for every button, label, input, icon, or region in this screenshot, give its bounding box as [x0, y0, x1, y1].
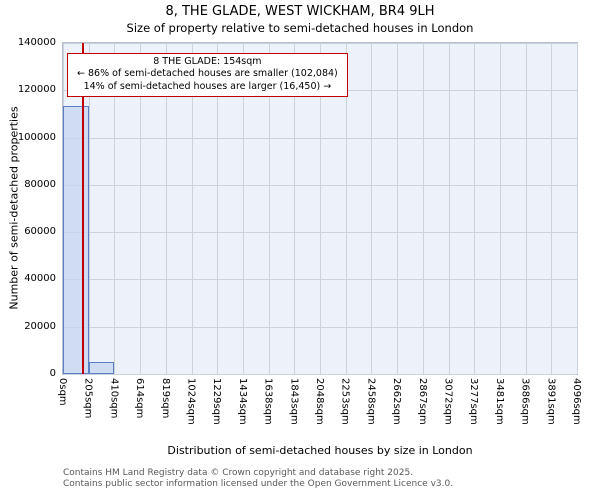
x-tick-label: 1229sqm — [211, 378, 223, 425]
y-tick-label: 60000 — [24, 226, 56, 238]
y-tick-label: 40000 — [24, 273, 56, 285]
x-tick-label: 1434sqm — [236, 378, 248, 425]
x-gridline — [371, 43, 373, 374]
plot-area: 8 THE GLADE: 154sqm ← 86% of semi-detach… — [62, 42, 578, 375]
x-tick-label: 2458sqm — [365, 378, 377, 425]
x-gridline — [525, 43, 527, 374]
y-tick-label: 100000 — [17, 131, 56, 143]
y-gridline — [63, 374, 577, 375]
footer-line-2: Contains public sector information licen… — [63, 479, 454, 489]
x-tick-label: 2048sqm — [314, 378, 325, 425]
bar — [88, 362, 115, 374]
annotation-line-2: ← 86% of semi-detached houses are smalle… — [77, 68, 338, 80]
x-tick-label: 819sqm — [159, 378, 171, 419]
x-gridline — [217, 43, 219, 374]
x-gridline — [345, 43, 347, 374]
x-tick-label: 410sqm — [108, 378, 120, 419]
x-tick-label: 3277sqm — [468, 378, 480, 425]
x-tick-label: 3686sqm — [519, 378, 531, 425]
x-gridline — [448, 43, 450, 374]
x-gridline — [268, 43, 270, 374]
x-tick-label: 205sqm — [82, 378, 94, 419]
x-gridline — [320, 43, 321, 374]
x-gridline — [422, 43, 424, 374]
x-tick-label: 3072sqm — [442, 378, 454, 425]
chart-title: 8, THE GLADE, WEST WICKHAM, BR4 9LH — [165, 4, 435, 19]
annotation-line-3: 14% of semi-detached houses are larger (… — [83, 80, 332, 92]
x-gridline — [242, 43, 244, 374]
x-axis-label: Distribution of semi-detached houses by … — [167, 444, 473, 457]
footer-line-1: Contains HM Land Registry data © Crown c… — [63, 468, 414, 478]
x-tick-label: 614sqm — [134, 378, 146, 419]
x-tick-label: 1638sqm — [262, 378, 274, 425]
x-gridline — [294, 43, 296, 374]
x-tick-label: 2867sqm — [416, 378, 428, 425]
x-gridline — [551, 43, 553, 374]
annotation-box: 8 THE GLADE: 154sqm ← 86% of semi-detach… — [67, 53, 348, 98]
x-gridline — [191, 43, 193, 374]
x-gridline — [577, 43, 578, 374]
x-tick-label: 2662sqm — [391, 378, 403, 425]
bar — [63, 105, 89, 374]
x-tick-label: 3891sqm — [545, 378, 557, 425]
x-gridline — [499, 43, 501, 374]
x-gridline — [140, 43, 142, 374]
x-tick-label: 3481sqm — [493, 378, 505, 425]
x-tick-label: 0sqm — [57, 378, 68, 406]
x-tick-label: 1024sqm — [185, 378, 197, 425]
y-tick-label: 0 — [49, 368, 56, 379]
x-gridline — [88, 43, 90, 374]
y-tick-label: 140000 — [17, 37, 56, 48]
x-gridline — [397, 43, 399, 374]
x-tick-label: 4096sqm — [571, 378, 582, 425]
x-tick-label: 2253sqm — [339, 378, 351, 425]
chart-subtitle: Size of property relative to semi-detach… — [126, 21, 474, 35]
x-gridline — [165, 43, 167, 374]
y-tick-label: 20000 — [24, 320, 56, 332]
annotation-line-1: 8 THE GLADE: 154sqm — [153, 56, 262, 67]
marker-line — [82, 43, 85, 374]
x-gridline — [114, 43, 116, 374]
y-tick-label: 80000 — [24, 178, 56, 190]
y-tick-label: 120000 — [17, 84, 56, 96]
x-tick-label: 1843sqm — [288, 378, 300, 425]
x-gridline — [474, 43, 476, 374]
